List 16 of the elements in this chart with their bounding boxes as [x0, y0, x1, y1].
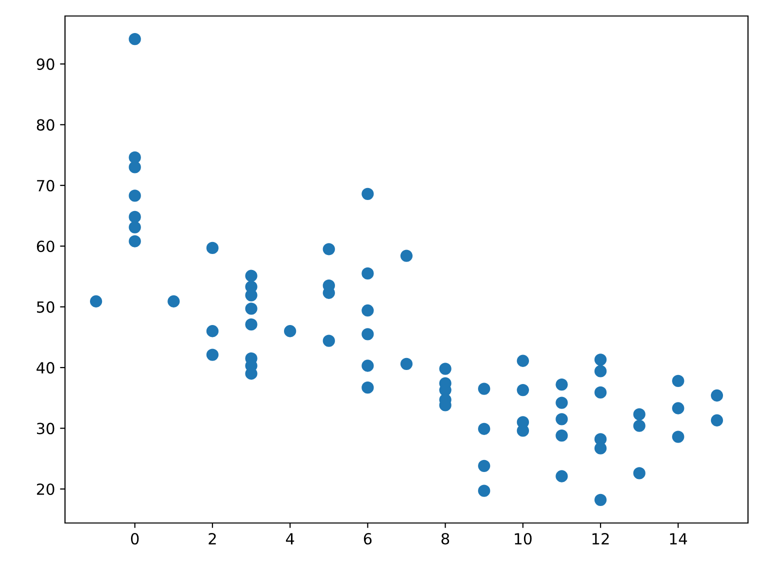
x-tick-label: 0: [131, 532, 139, 545]
x-tick-label: 10: [514, 532, 532, 545]
y-tick-label: 70: [37, 180, 54, 192]
y-tick-label: 30: [37, 422, 54, 434]
x-tick-label: 8: [441, 532, 450, 545]
x-tick-label: 12: [592, 532, 609, 544]
x-tick-label: 14: [670, 533, 688, 544]
y-tick-label: 60: [36, 240, 54, 252]
y-tick-label: 80: [36, 119, 54, 131]
y-tick-label: 40: [36, 362, 54, 374]
x-tick-label: 2: [208, 532, 216, 544]
y-tick-label: 50: [37, 301, 54, 313]
y-tick-label: 90: [36, 58, 54, 70]
x-tick-label: 6: [364, 532, 372, 545]
x-tick-label: 4: [286, 533, 294, 544]
y-tick-label: 20: [36, 483, 54, 496]
